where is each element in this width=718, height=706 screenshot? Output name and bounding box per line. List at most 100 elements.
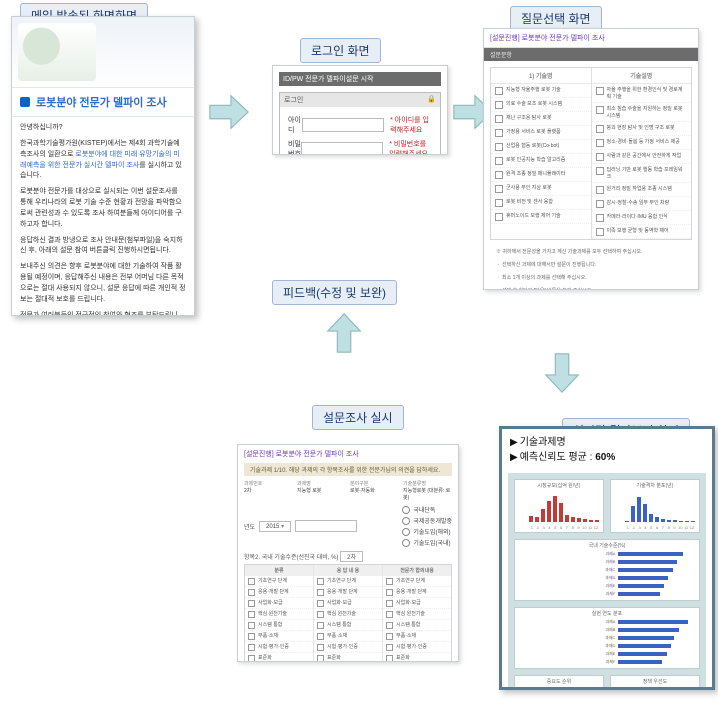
survey-grid-cell[interactable]: 시스템 통합 bbox=[314, 620, 382, 631]
survey-grid-cell[interactable]: 핵심 원천기술 bbox=[383, 609, 451, 620]
survey-grid-cell[interactable]: 시험·평가·인증 bbox=[383, 642, 451, 653]
checkbox-icon[interactable] bbox=[495, 171, 503, 179]
survey-grid-cell[interactable]: 시스템 통합 bbox=[383, 620, 451, 631]
checkbox-icon[interactable] bbox=[317, 644, 324, 651]
question-desc-item[interactable]: 딥러닝 기반 로봇 행동 학습 프레임워크 bbox=[592, 164, 692, 183]
checkbox-icon[interactable] bbox=[495, 185, 503, 193]
question-item[interactable]: 로봇 비전 및 센서 융합 bbox=[491, 196, 591, 210]
checkbox-icon[interactable] bbox=[248, 622, 255, 629]
question-desc-item[interactable]: 감시·정찰·수송 임무 무인 차량 bbox=[592, 197, 692, 211]
survey-grid-cell[interactable]: 부품·소재 bbox=[314, 631, 382, 642]
checkbox-icon[interactable] bbox=[495, 87, 503, 95]
radio-icon[interactable] bbox=[402, 506, 410, 514]
checkbox-icon[interactable] bbox=[495, 157, 503, 165]
checkbox-icon[interactable] bbox=[596, 106, 604, 114]
survey-grid-cell[interactable]: 사업화·보급 bbox=[245, 598, 313, 609]
survey-grid-cell[interactable]: 응용·개발 단계 bbox=[383, 587, 451, 598]
question-desc-item[interactable]: 청소·경비·돌봄 등 가정 서비스 제공 bbox=[592, 136, 692, 150]
checkbox-icon[interactable] bbox=[495, 115, 503, 123]
survey-grid-cell[interactable]: 표준화 bbox=[314, 653, 382, 662]
checkbox-icon[interactable] bbox=[317, 611, 324, 618]
checkbox-icon[interactable] bbox=[386, 644, 393, 651]
question-desc-item[interactable]: 이족 보행 균형 및 동역학 제어 bbox=[592, 225, 692, 239]
survey-grid-cell[interactable]: 표준화 bbox=[383, 653, 451, 662]
question-item[interactable]: 산업용 협동 로봇(Co-bot) bbox=[491, 140, 591, 154]
checkbox-icon[interactable] bbox=[386, 655, 393, 662]
survey-grid-cell[interactable]: 기초연구 단계 bbox=[245, 576, 313, 587]
survey-grid-cell[interactable]: 시스템 통합 bbox=[245, 620, 313, 631]
survey-grid-cell[interactable]: 핵심 원천기술 bbox=[314, 609, 382, 620]
checkbox-icon[interactable] bbox=[248, 633, 255, 640]
radio-icon[interactable] bbox=[402, 517, 410, 525]
survey-year-select[interactable]: 2015 bbox=[259, 521, 291, 532]
question-item[interactable]: 지능형 자율주행 로봇 기술 bbox=[491, 84, 591, 98]
checkbox-icon[interactable] bbox=[248, 655, 255, 662]
checkbox-icon[interactable] bbox=[495, 199, 503, 207]
checkbox-icon[interactable] bbox=[495, 213, 503, 221]
survey-radio-option[interactable]: 국제공동개발중 bbox=[402, 516, 452, 525]
survey-radio-option[interactable]: 국내단독 bbox=[402, 505, 452, 514]
checkbox-icon[interactable] bbox=[596, 167, 604, 175]
radio-icon[interactable] bbox=[402, 539, 410, 547]
survey-grid-cell[interactable]: 응용·개발 단계 bbox=[245, 587, 313, 598]
survey-grid-cell[interactable]: 표준화 bbox=[245, 653, 313, 662]
survey-grid-cell[interactable]: 시험·평가·인증 bbox=[245, 642, 313, 653]
question-item[interactable]: 가정용 서비스 로봇 플랫폼 bbox=[491, 126, 591, 140]
radio-icon[interactable] bbox=[402, 528, 410, 536]
question-desc-item[interactable]: 최소 침습 수술을 지원하는 정밀 로봇 시스템 bbox=[592, 103, 692, 122]
question-desc-item[interactable]: 붕괴 현장 탐사 및 인명 구조 로봇 bbox=[592, 122, 692, 136]
checkbox-icon[interactable] bbox=[317, 655, 324, 662]
question-item[interactable]: 군사용 무인 지상 로봇 bbox=[491, 182, 591, 196]
checkbox-icon[interactable] bbox=[386, 600, 393, 607]
survey-grid-cell[interactable]: 사업화·보급 bbox=[314, 598, 382, 609]
checkbox-icon[interactable] bbox=[248, 578, 255, 585]
survey-radio-option[interactable]: 기술도입(국내) bbox=[402, 538, 452, 547]
checkbox-icon[interactable] bbox=[248, 644, 255, 651]
checkbox-icon[interactable] bbox=[596, 214, 604, 222]
survey-grid-cell[interactable]: 기초연구 단계 bbox=[314, 576, 382, 587]
question-item[interactable]: 로봇 인공지능 학습 알고리즘 bbox=[491, 154, 591, 168]
question-desc-item[interactable]: 사람과 같은 공간에서 안전하게 작업 bbox=[592, 150, 692, 164]
survey-grid-cell[interactable]: 사업화·보급 bbox=[383, 598, 451, 609]
checkbox-icon[interactable] bbox=[317, 600, 324, 607]
checkbox-icon[interactable] bbox=[495, 143, 503, 151]
checkbox-icon[interactable] bbox=[596, 228, 604, 236]
checkbox-icon[interactable] bbox=[248, 589, 255, 596]
question-item[interactable]: 재난 구조용 탐사 로봇 bbox=[491, 112, 591, 126]
question-desc-item[interactable]: 카메라·라이다·IMU 융합 인식 bbox=[592, 211, 692, 225]
checkbox-icon[interactable] bbox=[495, 101, 503, 109]
checkbox-icon[interactable] bbox=[317, 622, 324, 629]
survey-grid-cell[interactable]: 응용·개발 단계 bbox=[314, 587, 382, 598]
question-desc-item[interactable]: 원거리 정밀 작업용 조종 시스템 bbox=[592, 183, 692, 197]
checkbox-icon[interactable] bbox=[596, 87, 604, 95]
checkbox-icon[interactable] bbox=[386, 589, 393, 596]
survey-grid-cell[interactable]: 기초연구 단계 bbox=[383, 576, 451, 587]
checkbox-icon[interactable] bbox=[317, 633, 324, 640]
checkbox-icon[interactable] bbox=[317, 578, 324, 585]
question-item[interactable]: 원격 조종 정밀 매니퓰레이터 bbox=[491, 168, 591, 182]
login-input-id[interactable] bbox=[302, 118, 384, 132]
checkbox-icon[interactable] bbox=[248, 611, 255, 618]
survey-grid-cell[interactable]: 부품·소재 bbox=[383, 631, 451, 642]
survey-grid-cell[interactable]: 핵심 원천기술 bbox=[245, 609, 313, 620]
checkbox-icon[interactable] bbox=[248, 600, 255, 607]
checkbox-icon[interactable] bbox=[596, 125, 604, 133]
checkbox-icon[interactable] bbox=[596, 186, 604, 194]
question-item[interactable]: 휴머노이드 보행 제어 기술 bbox=[491, 210, 591, 224]
survey-radio-option[interactable]: 기술도입(해외) bbox=[402, 527, 452, 536]
checkbox-icon[interactable] bbox=[386, 611, 393, 618]
question-tab[interactable]: 설문문항 bbox=[484, 48, 518, 61]
checkbox-icon[interactable] bbox=[596, 139, 604, 147]
checkbox-icon[interactable] bbox=[386, 578, 393, 585]
checkbox-icon[interactable] bbox=[386, 633, 393, 640]
checkbox-icon[interactable] bbox=[596, 200, 604, 208]
question-desc-item[interactable]: 자율 주행을 위한 환경인식 및 경로계획 기술 bbox=[592, 84, 692, 103]
question-item[interactable]: 의료 수술 보조 로봇 시스템 bbox=[491, 98, 591, 112]
checkbox-icon[interactable] bbox=[495, 129, 503, 137]
survey-text-input[interactable] bbox=[295, 520, 357, 532]
survey-sec2-select[interactable]: 2차 bbox=[340, 551, 363, 562]
login-input-pw[interactable] bbox=[301, 142, 383, 155]
checkbox-icon[interactable] bbox=[317, 589, 324, 596]
survey-grid-cell[interactable]: 시험·평가·인증 bbox=[314, 642, 382, 653]
survey-grid-cell[interactable]: 부품·소재 bbox=[245, 631, 313, 642]
